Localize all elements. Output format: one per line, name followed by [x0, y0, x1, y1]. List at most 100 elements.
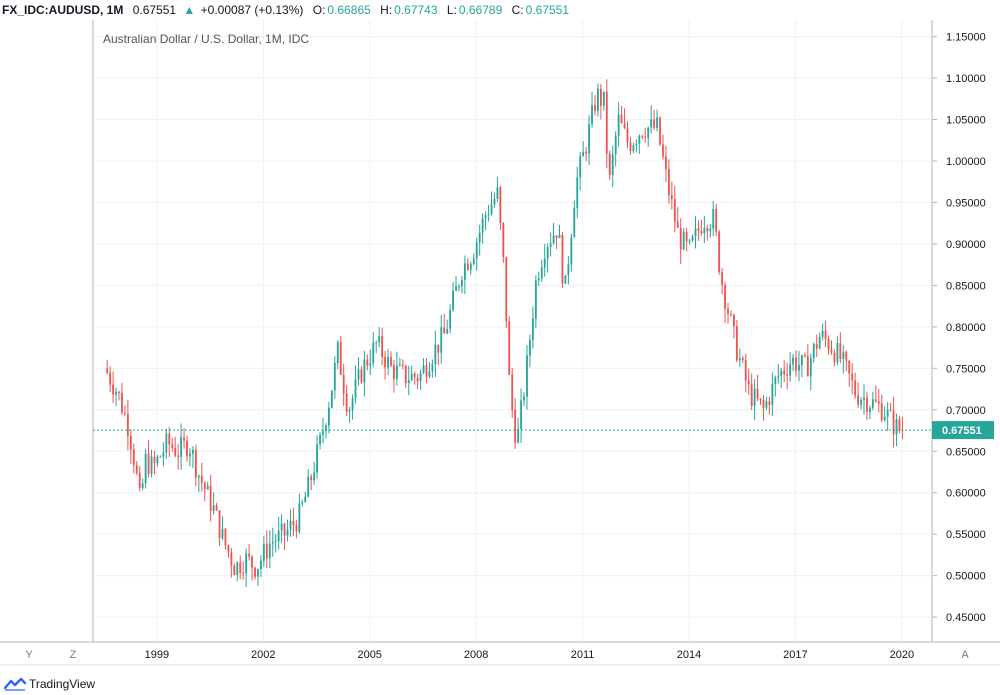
- candle: [121, 382, 123, 416]
- candle: [558, 224, 561, 239]
- candle: [608, 150, 611, 181]
- candle: [183, 427, 185, 449]
- candle: [712, 200, 715, 237]
- candle: [573, 200, 576, 238]
- candle: [806, 344, 809, 377]
- candle: [493, 192, 496, 208]
- candle: [398, 357, 401, 367]
- symbol-name[interactable]: FX_IDC:AUDUSD, 1M: [2, 3, 124, 17]
- candle: [694, 216, 697, 249]
- right-tick-label: 0.85000: [946, 280, 986, 292]
- candle: [895, 413, 898, 447]
- candle: [174, 436, 177, 458]
- right-tick-label: 0.60000: [946, 488, 986, 500]
- candle: [233, 563, 236, 576]
- right-price-axis[interactable]: 1.15000 1.10000 1.05000 1.00000 0.95000 0.900…: [932, 32, 986, 625]
- candle: [824, 320, 827, 348]
- candle: [449, 304, 452, 334]
- candle: [688, 238, 691, 245]
- time-axis[interactable]: 1999 2002 2005 2008 2011 2014 2017 2020: [145, 649, 914, 661]
- price-chart[interactable]: -0.605-0.610-0.615-0.620-0.625-0.630-0.6…: [0, 0, 1000, 672]
- candle: [452, 281, 454, 312]
- candle: [251, 555, 253, 581]
- x-tick-label: 2014: [677, 649, 701, 661]
- candle: [570, 233, 573, 272]
- candle: [150, 449, 153, 478]
- candle: [372, 331, 375, 368]
- candle: [839, 332, 842, 364]
- candle: [611, 145, 614, 188]
- candle: [413, 371, 416, 385]
- candle: [505, 256, 508, 328]
- right-tick-label: 1.00000: [946, 156, 986, 168]
- candle: [774, 375, 777, 397]
- candle: [180, 423, 183, 470]
- candle: [579, 151, 582, 191]
- candle: [126, 399, 129, 451]
- candle: [886, 402, 889, 431]
- x-tick-label: 2011: [571, 649, 595, 661]
- candle: [623, 108, 626, 130]
- right-tick-label: 0.45000: [946, 612, 986, 624]
- candle: [540, 259, 543, 282]
- candle: [333, 356, 336, 399]
- candle: [265, 530, 268, 569]
- candle: [514, 398, 517, 449]
- candle: [700, 219, 703, 236]
- candle: [461, 275, 463, 294]
- candle: [626, 120, 629, 149]
- candle: [697, 220, 700, 241]
- candle: [109, 366, 112, 393]
- candle: [280, 514, 283, 543]
- candle: [458, 284, 460, 292]
- candle: [283, 522, 286, 551]
- candle: [638, 134, 641, 154]
- candle: [106, 359, 109, 375]
- auto-scale-button[interactable]: A: [961, 649, 969, 661]
- candle: [481, 213, 484, 244]
- candle: [815, 334, 818, 357]
- brand-name[interactable]: TradingView: [29, 676, 96, 691]
- tradingview-logo-icon[interactable]: [4, 677, 26, 691]
- candle: [780, 368, 783, 389]
- candle: [682, 227, 685, 251]
- candle: [721, 267, 724, 294]
- candle: [543, 243, 546, 277]
- candle: [316, 435, 319, 479]
- candle: [585, 146, 588, 162]
- candle: [827, 335, 830, 356]
- candle: [463, 255, 466, 294]
- candle: [304, 491, 307, 503]
- candle: [115, 387, 117, 407]
- candle: [857, 382, 860, 408]
- candle: [437, 344, 440, 366]
- right-tick-label: 1.10000: [946, 73, 986, 85]
- candle: [168, 427, 171, 457]
- right-tick-label: 0.50000: [946, 571, 986, 583]
- right-tick-label: 0.55000: [946, 529, 986, 541]
- candle: [118, 390, 120, 401]
- candle: [230, 548, 233, 578]
- candle: [676, 206, 679, 228]
- candle: [871, 391, 874, 411]
- z-axis-button[interactable]: Z: [47, 644, 91, 664]
- candle: [602, 91, 605, 111]
- candle: [771, 372, 774, 416]
- last-price-tag: 0.67551: [932, 421, 994, 440]
- candle: [718, 230, 721, 275]
- candle: [194, 444, 197, 487]
- y-axis-button[interactable]: Y: [1, 644, 45, 664]
- candle: [854, 372, 857, 399]
- low-label: L:: [446, 3, 457, 17]
- candle: [656, 109, 658, 132]
- candle: [667, 159, 670, 204]
- candle: [724, 281, 726, 323]
- candle: [597, 83, 599, 117]
- candle: [186, 435, 188, 462]
- candle: [591, 91, 593, 128]
- x-tick-label: 2020: [890, 649, 914, 661]
- candle: [662, 134, 664, 160]
- candle: [836, 336, 839, 365]
- high-value: 0.67743: [394, 3, 438, 17]
- candle: [286, 519, 289, 542]
